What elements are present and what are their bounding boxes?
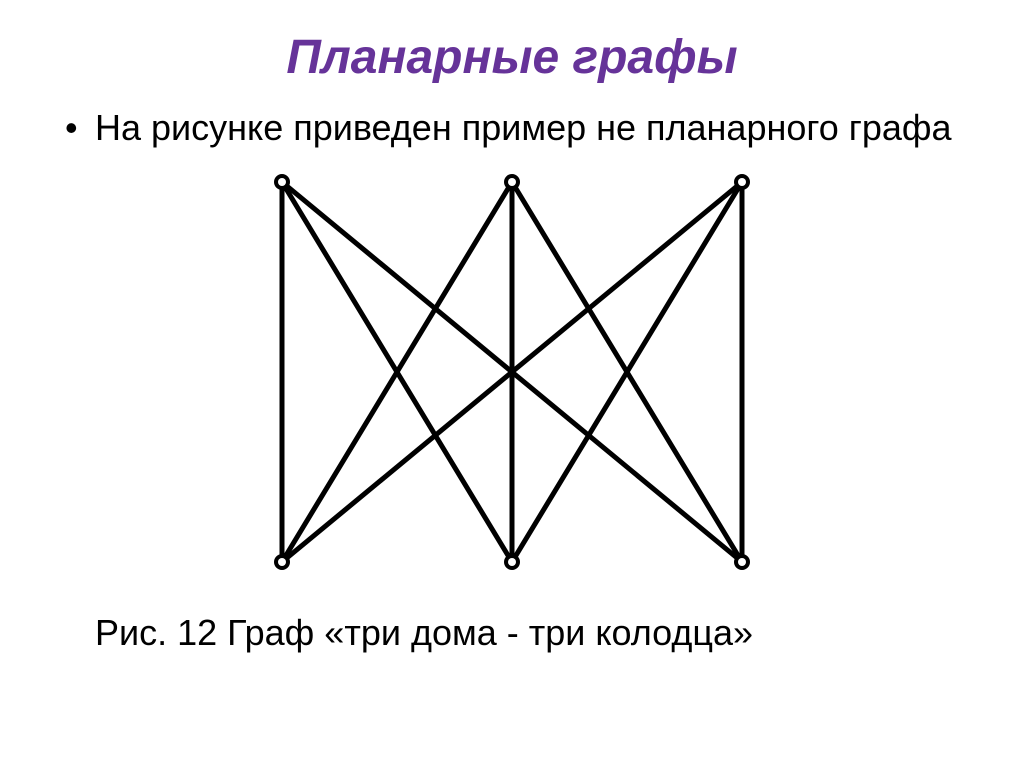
graph-node-hole [278,558,286,566]
graph-node-hole [508,178,516,186]
page-title: Планарные графы [50,30,974,85]
bullet-description: На рисунке приведен пример не планарного… [50,105,974,152]
graph-node-hole [738,178,746,186]
graph-node-hole [278,178,286,186]
bipartite-graph-svg [162,162,862,602]
graph-node-hole [738,558,746,566]
figure-caption: Рис. 12 Граф «три дома - три колодца» [50,612,974,654]
graph-diagram [162,162,862,602]
graph-node-hole [508,558,516,566]
